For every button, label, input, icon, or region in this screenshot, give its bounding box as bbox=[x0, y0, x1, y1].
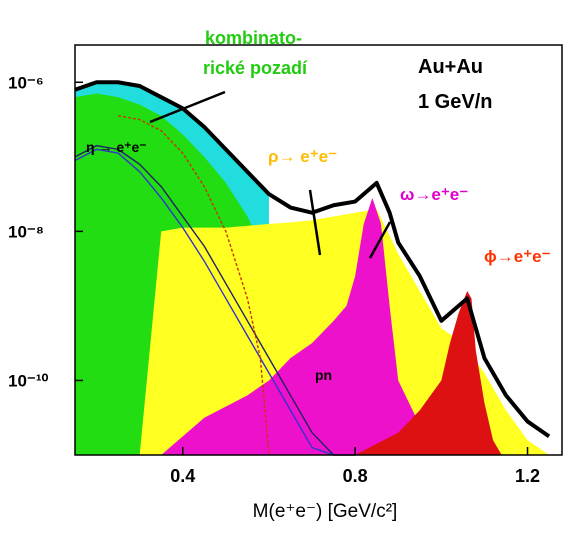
series-area-phi bbox=[355, 291, 502, 455]
combinatorial-label-line2: rické pozadí bbox=[203, 58, 308, 78]
omega-decay-label: ω→e⁺e⁻ bbox=[400, 185, 468, 204]
curve-eta-curve-2 bbox=[74, 148, 334, 456]
series-area-rho bbox=[75, 209, 550, 455]
curve-rho-dashed bbox=[117, 115, 270, 456]
y-tick-label: 10⁻¹⁰ bbox=[8, 371, 49, 390]
pn-label: pn bbox=[315, 367, 332, 383]
x-tick-label: 0.8 bbox=[343, 466, 368, 486]
series-area-omega bbox=[75, 197, 485, 455]
system-label-line1: Au+Au bbox=[418, 56, 483, 78]
rho-decay-label: ρ→ e⁺e⁻ bbox=[268, 147, 337, 166]
plot-frame bbox=[74, 44, 563, 456]
x-axis-label: M(e⁺e⁻) [GeV/c²] bbox=[253, 501, 398, 522]
combinatorial-label-line1: kombinato- bbox=[205, 28, 302, 48]
curve-eta-curve bbox=[74, 144, 356, 456]
x-tick-label: 1.2 bbox=[515, 466, 540, 486]
system-label-line2: 1 GeV/n bbox=[418, 91, 492, 113]
eta-decay-label: η → e⁺e⁻ bbox=[86, 139, 147, 155]
rho-pointer-line bbox=[308, 189, 322, 256]
y-tick-label: 10⁻⁶ bbox=[8, 73, 44, 92]
phi-decay-label: ϕ→e⁺e⁻ bbox=[484, 247, 551, 266]
x-tick-label: 0.4 bbox=[170, 466, 195, 486]
omega-pointer-line bbox=[368, 221, 392, 259]
y-tick-label: 10⁻⁸ bbox=[8, 222, 44, 241]
series-line-total bbox=[74, 80, 551, 439]
combinatorial-pointer-line bbox=[149, 90, 226, 124]
